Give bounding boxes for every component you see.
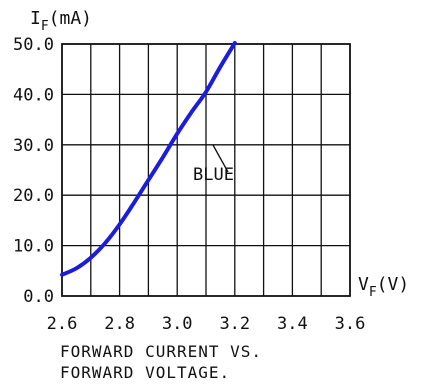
caption-line-1: FORWARD CURRENT VS.	[60, 342, 262, 361]
x-tick-label: 3.6	[335, 314, 366, 334]
caption-line-2: FORWARD VOLTAGE.	[60, 363, 230, 382]
x-tick-label: 3.2	[219, 314, 250, 334]
series-label-leader	[212, 144, 229, 173]
y-tick-label: 40.0	[13, 85, 54, 105]
y-tick-label: 0.0	[23, 287, 54, 307]
x-tick-label: 3.0	[162, 314, 193, 334]
x-tick-label: 2.8	[104, 314, 135, 334]
y-tick-label: 50.0	[13, 35, 54, 55]
plot-frame	[61, 43, 351, 297]
series-label: BLUE	[193, 165, 234, 185]
series-layer	[60, 41, 237, 277]
series-line-blue	[60, 41, 237, 277]
y-axis-label: IF(mA)	[30, 8, 92, 34]
x-tick-label: 3.4	[277, 314, 308, 334]
y-tick-label: 10.0	[13, 237, 54, 257]
x-axis-label: VF(V)	[358, 274, 409, 300]
x-tick-label: 2.6	[47, 314, 78, 334]
tick-labels: 0.0 10.0 20.0 30.0 40.0 50.0 2.6 2.8 3.0 3.2 3.4 3.…	[13, 35, 365, 334]
y-tick-label: 20.0	[13, 186, 54, 206]
y-tick-label: 30.0	[13, 136, 54, 156]
